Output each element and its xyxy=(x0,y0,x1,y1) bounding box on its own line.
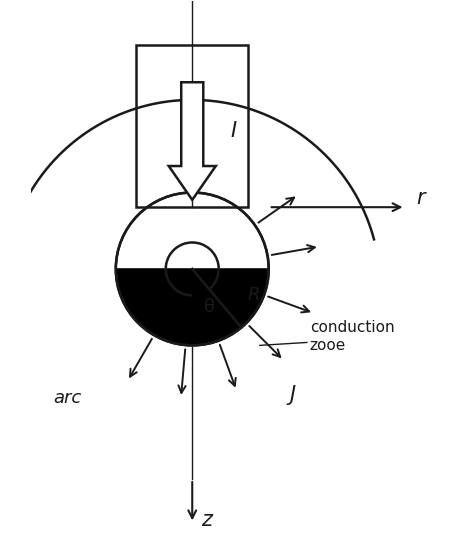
Text: R: R xyxy=(248,286,260,304)
Text: θ: θ xyxy=(204,298,215,316)
Polygon shape xyxy=(116,269,269,345)
Text: arc: arc xyxy=(53,389,82,407)
Text: r: r xyxy=(416,189,425,208)
Polygon shape xyxy=(169,82,216,200)
Text: conduction
zooe: conduction zooe xyxy=(310,320,394,353)
Text: I: I xyxy=(230,121,236,141)
Text: J: J xyxy=(289,386,295,405)
Text: z: z xyxy=(202,511,213,530)
